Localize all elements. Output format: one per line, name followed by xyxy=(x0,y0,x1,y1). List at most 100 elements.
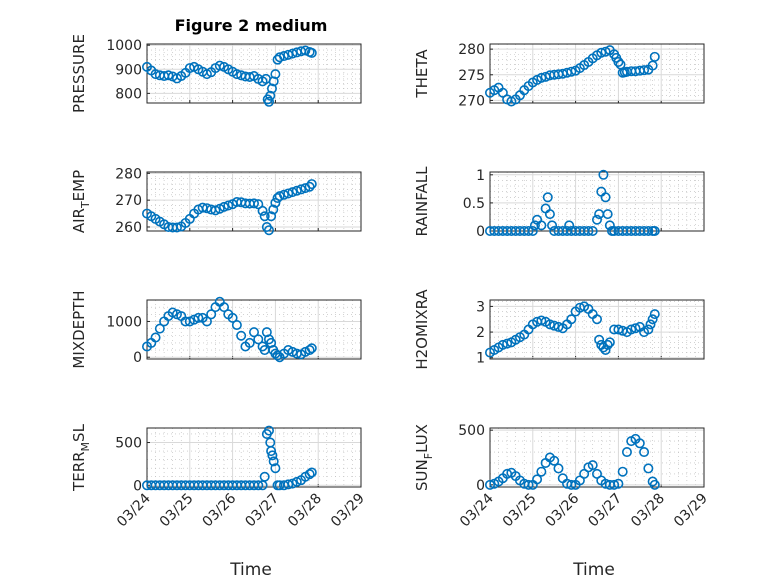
plot-area xyxy=(489,299,705,360)
plot-border xyxy=(489,43,705,104)
x-tick-label: 03/29 xyxy=(671,491,711,531)
y-tick-label: 1 xyxy=(476,351,485,367)
y-tick-label: 0 xyxy=(133,478,142,494)
data-point xyxy=(263,225,274,236)
x-axis-label-left: Time xyxy=(229,560,272,580)
data-point xyxy=(536,315,547,326)
data-point xyxy=(270,69,281,80)
data-point xyxy=(253,334,264,345)
subplot-mixdepth: 0 1000 MIXDEPTH xyxy=(70,290,362,369)
data-point xyxy=(613,478,624,489)
data-point xyxy=(647,60,658,71)
data-point xyxy=(259,211,270,222)
y-tick-label: 0 xyxy=(476,224,485,240)
data-point xyxy=(266,83,277,94)
data-point xyxy=(306,467,317,478)
subplot-sun-flux: 0 500 SUNFLUX 03/24 03/25 03/26 03/27 03/28 03/2… xyxy=(413,423,711,530)
data-point xyxy=(231,320,242,331)
data-point xyxy=(523,226,534,237)
data-point xyxy=(643,463,654,474)
data-point xyxy=(549,455,560,466)
y-tick-label: 1000 xyxy=(106,314,142,330)
plot-border xyxy=(146,43,362,104)
data-point xyxy=(532,474,543,485)
data-point xyxy=(544,319,555,330)
data-point xyxy=(596,47,607,58)
plot-area xyxy=(146,427,362,488)
data-point xyxy=(547,220,558,231)
data-point xyxy=(566,479,577,490)
data-point xyxy=(643,324,654,335)
y-axis-label: RAINFALL xyxy=(413,166,431,237)
data-point xyxy=(278,189,289,200)
y-tick-label: 0 xyxy=(476,478,485,494)
y-tick-label: 280 xyxy=(458,42,485,58)
x-tick-label: 03/24 xyxy=(457,490,497,530)
data-point xyxy=(549,320,560,331)
data-point xyxy=(527,226,538,237)
data-point xyxy=(201,316,212,327)
y-tick-label: 800 xyxy=(115,86,142,102)
figure-title: Figure 2 medium xyxy=(175,16,328,35)
x-tick-label: 03/28 xyxy=(628,491,668,531)
data-point xyxy=(544,209,555,220)
y-tick-label: 275 xyxy=(458,68,485,84)
data-point xyxy=(634,438,645,449)
data-point xyxy=(171,222,182,233)
data-point xyxy=(566,66,577,77)
x-tick-label: 03/24 xyxy=(114,490,154,530)
data-point xyxy=(210,205,221,216)
data-point xyxy=(268,76,279,87)
data-point xyxy=(154,323,165,334)
data-point xyxy=(602,209,613,220)
subplot-pressure: 800 900 1000 PRESSURE xyxy=(70,34,362,113)
data-point xyxy=(645,319,656,330)
data-point xyxy=(287,187,298,198)
data-point xyxy=(587,460,598,471)
data-point xyxy=(257,205,268,216)
data-point xyxy=(244,337,255,348)
plot-border xyxy=(146,299,362,360)
data-point xyxy=(649,226,660,237)
data-point xyxy=(236,330,247,341)
data-point xyxy=(553,321,564,332)
data-point xyxy=(542,192,553,203)
data-point xyxy=(163,70,174,81)
data-point xyxy=(150,332,161,343)
data-point xyxy=(219,201,230,212)
x-tick-label: 03/26 xyxy=(200,490,240,530)
data-point xyxy=(266,211,277,222)
y-axis-label: H2OMIXRA xyxy=(413,289,431,370)
y-tick-label: 500 xyxy=(458,423,485,439)
x-tick-label: 03/28 xyxy=(285,491,325,531)
subplot-h2omixra: 1 2 3 H2OMIXRA xyxy=(413,289,705,370)
x-tick-label: 03/26 xyxy=(543,490,583,530)
data-point xyxy=(553,463,564,474)
y-tick-label: 900 xyxy=(115,62,142,78)
data-point xyxy=(626,324,637,335)
data-point xyxy=(270,463,281,474)
data-point xyxy=(647,314,658,325)
x-tick-label: 03/27 xyxy=(585,491,625,531)
data-point xyxy=(649,479,660,490)
data-point xyxy=(249,198,260,209)
data-point xyxy=(587,226,598,237)
plot-border xyxy=(489,427,705,488)
data-point xyxy=(265,90,276,101)
y-tick-label: 2 xyxy=(476,325,485,341)
x-axis-label-right: Time xyxy=(572,560,615,580)
data-point xyxy=(249,327,260,338)
data-point xyxy=(291,185,302,196)
data-point xyxy=(497,339,508,350)
y-tick-label: 260 xyxy=(115,220,142,236)
data-point xyxy=(613,324,624,335)
data-point xyxy=(649,309,660,320)
plot-area xyxy=(146,43,362,104)
data-point xyxy=(617,466,628,477)
data-point xyxy=(283,479,294,490)
data-point xyxy=(274,191,285,202)
plot-area xyxy=(489,171,705,232)
plot-border xyxy=(489,299,705,360)
data-point xyxy=(598,169,609,180)
